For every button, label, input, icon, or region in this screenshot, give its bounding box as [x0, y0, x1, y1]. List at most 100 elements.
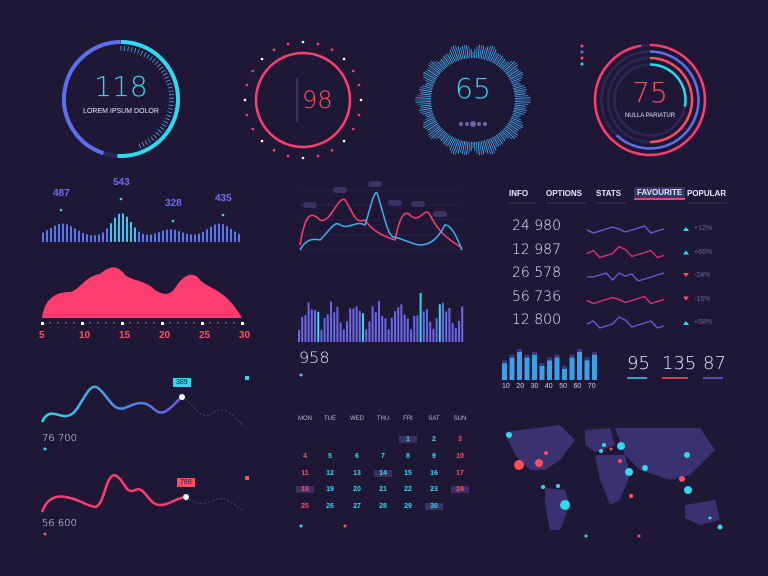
wave-bar	[138, 231, 140, 242]
calendar-day[interactable]: 15	[404, 469, 412, 477]
gauge-1-tick	[138, 143, 142, 149]
calendar-day[interactable]: 29	[404, 503, 412, 511]
center-bar	[362, 313, 364, 342]
wave-bar	[122, 213, 124, 242]
gauge-1-tick	[143, 52, 147, 57]
line-chart-1-forecast	[181, 396, 243, 426]
gauge-3-spike	[485, 45, 492, 61]
calendar-day[interactable]: 21	[379, 486, 387, 494]
calendar-day[interactable]: 19	[326, 486, 334, 494]
calendar-day[interactable]: 17	[456, 469, 464, 477]
calendar-day[interactable]: 16	[430, 469, 438, 477]
center-bar	[442, 302, 444, 342]
calendar-day[interactable]: 13	[353, 469, 361, 477]
gauge-3-spike	[424, 84, 434, 88]
tab-stats[interactable]: STATS	[596, 189, 622, 198]
gauge-4-legend-dot	[580, 62, 584, 66]
peak-dot	[221, 213, 225, 217]
area-axis-tick: 5	[39, 330, 45, 341]
calendar-weekday: THU	[376, 416, 390, 422]
gauge-3-spike	[417, 95, 432, 98]
calendar-day[interactable]: 10	[456, 452, 464, 460]
calendar-day[interactable]: 26	[326, 503, 334, 511]
line-chart-1-callout: 389	[173, 378, 191, 387]
calendar-day[interactable]: 8	[406, 452, 410, 460]
center-bar	[435, 318, 438, 342]
gauge-2-dot	[251, 69, 255, 73]
calendar-day[interactable]: 11	[301, 469, 309, 477]
gauge-3-spike	[497, 57, 504, 67]
calendar-day[interactable]: 30	[425, 503, 443, 511]
gauge-3-spike	[508, 70, 522, 79]
gauge-1-tick	[157, 129, 163, 134]
gauge-1-tick	[153, 134, 157, 139]
calendar-day[interactable]: 24	[451, 486, 469, 494]
peak-label-4: 435	[215, 193, 232, 204]
gauge-3-spike	[506, 124, 518, 133]
calendar-day[interactable]: 18	[296, 486, 314, 494]
calendar-day[interactable]: 12	[326, 469, 334, 477]
gauge-2-value: 98	[302, 86, 333, 114]
gauge-1-progress	[117, 40, 180, 158]
calendar-day[interactable]: 14	[374, 469, 392, 477]
line-chart-marker	[303, 202, 317, 208]
line-chart-2-forecast	[185, 496, 243, 511]
center-bar	[333, 312, 336, 342]
area-axis-dot	[153, 322, 155, 324]
kpi-value: 87	[703, 353, 726, 374]
area-chart	[42, 267, 242, 318]
mini-bar-cap	[524, 354, 530, 358]
calendar-day[interactable]: 28	[379, 503, 387, 511]
kpi-value: 135	[662, 353, 697, 374]
gauge-3-spike	[422, 85, 433, 89]
gauge-1-tick	[155, 131, 160, 136]
tab-favourite[interactable]: FAVOURITE	[634, 187, 686, 200]
gauge-3-spike	[446, 136, 453, 147]
center-bar	[355, 306, 358, 342]
map-legend-dot	[637, 534, 641, 538]
calendar-day[interactable]: 9	[432, 452, 436, 460]
gauge-3-spike	[427, 69, 439, 77]
calendar-day[interactable]: 25	[301, 503, 309, 511]
calendar-day[interactable]: 5	[328, 452, 332, 460]
center-bar	[384, 318, 387, 342]
center-bar	[400, 304, 403, 342]
calendar-day[interactable]: 6	[355, 452, 359, 460]
tab-options[interactable]: OPTIONS	[546, 189, 583, 198]
calendar-day[interactable]: 3	[458, 436, 462, 443]
area-axis-dot	[57, 322, 59, 324]
line-series-blue	[299, 192, 463, 251]
gauge-1-tick	[159, 126, 165, 131]
area-axis-dot	[113, 322, 115, 324]
calendar-weekday: TUE	[324, 416, 336, 422]
map-location-dot	[506, 432, 512, 438]
gauge-2-dot	[342, 57, 346, 61]
center-bar	[387, 329, 390, 342]
calendar-day[interactable]: 23	[430, 486, 438, 494]
center-bar	[397, 307, 400, 342]
map-location-dot	[642, 465, 648, 471]
gauge-3-spike	[514, 102, 529, 105]
calendar-day[interactable]: 20	[353, 486, 361, 494]
calendar-day[interactable]: 2	[432, 436, 436, 443]
stat-value: 12 800	[512, 312, 561, 328]
tab-info[interactable]: INFO	[509, 189, 529, 198]
calendar-day[interactable]: 1	[399, 436, 417, 443]
stat-sparkline	[587, 272, 664, 282]
gauge-3-spike	[510, 117, 523, 124]
calendar-day[interactable]: 4	[303, 452, 307, 460]
map-location-dot	[684, 486, 692, 494]
tab-popular[interactable]: POPULAR	[687, 189, 727, 198]
mini-bar	[509, 357, 515, 380]
gauge-2-dot	[272, 148, 276, 152]
stat-sparkline	[586, 316, 664, 329]
line-chart-2-callout: 789	[177, 478, 195, 487]
gauge-3-spike	[513, 86, 526, 91]
center-bar	[371, 306, 374, 342]
calendar-day[interactable]: 7	[381, 452, 385, 460]
gauge-4-label: NULLA PARIATUR	[624, 113, 676, 119]
calendar-day[interactable]: 22	[404, 486, 412, 494]
area-axis-dot	[97, 322, 99, 324]
calendar-day[interactable]: 27	[353, 503, 361, 511]
gauge-3-spike	[440, 59, 448, 68]
